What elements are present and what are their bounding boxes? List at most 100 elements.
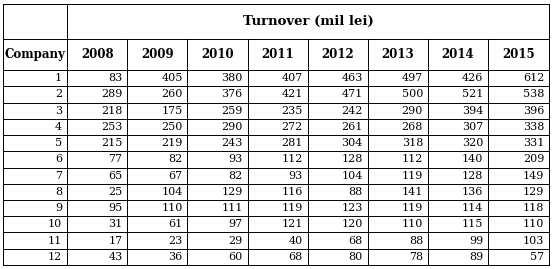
- Text: 304: 304: [342, 138, 363, 148]
- Text: 2015: 2015: [502, 48, 535, 61]
- Text: 17: 17: [108, 236, 123, 246]
- Text: 82: 82: [168, 154, 183, 164]
- Text: 103: 103: [523, 236, 544, 246]
- Text: 29: 29: [229, 236, 243, 246]
- Text: 396: 396: [523, 106, 544, 116]
- Text: 43: 43: [108, 252, 123, 262]
- Text: 65: 65: [108, 171, 123, 180]
- Text: 215: 215: [101, 138, 123, 148]
- Text: 68: 68: [349, 236, 363, 246]
- Text: 60: 60: [229, 252, 243, 262]
- Text: 82: 82: [229, 171, 243, 180]
- Text: 261: 261: [342, 122, 363, 132]
- Text: 104: 104: [161, 187, 183, 197]
- Text: 290: 290: [402, 106, 423, 116]
- Text: 2011: 2011: [261, 48, 294, 61]
- Text: 120: 120: [342, 219, 363, 229]
- Text: 129: 129: [221, 187, 243, 197]
- Text: 281: 281: [282, 138, 303, 148]
- Text: 31: 31: [108, 219, 123, 229]
- Text: 11: 11: [48, 236, 62, 246]
- Text: 272: 272: [282, 122, 303, 132]
- Text: 4: 4: [55, 122, 62, 132]
- Text: 407: 407: [282, 73, 303, 83]
- Text: 110: 110: [402, 219, 423, 229]
- Text: 8: 8: [55, 187, 62, 197]
- Text: 405: 405: [161, 73, 183, 83]
- Text: 93: 93: [289, 171, 303, 180]
- Text: 68: 68: [289, 252, 303, 262]
- Text: 119: 119: [282, 203, 303, 213]
- Text: 2008: 2008: [81, 48, 114, 61]
- Text: 394: 394: [462, 106, 483, 116]
- Text: 25: 25: [108, 187, 123, 197]
- Text: 426: 426: [462, 73, 483, 83]
- Text: 260: 260: [161, 89, 183, 100]
- Text: 331: 331: [523, 138, 544, 148]
- Text: 320: 320: [462, 138, 483, 148]
- Text: 612: 612: [523, 73, 544, 83]
- Text: 2: 2: [55, 89, 62, 100]
- Text: 119: 119: [402, 203, 423, 213]
- Text: 471: 471: [342, 89, 363, 100]
- Text: 307: 307: [462, 122, 483, 132]
- Text: 116: 116: [282, 187, 303, 197]
- Text: 77: 77: [109, 154, 123, 164]
- Text: 89: 89: [469, 252, 483, 262]
- Text: 112: 112: [402, 154, 423, 164]
- Text: 209: 209: [523, 154, 544, 164]
- Text: 99: 99: [469, 236, 483, 246]
- Text: 123: 123: [342, 203, 363, 213]
- Text: 290: 290: [221, 122, 243, 132]
- Text: 10: 10: [48, 219, 62, 229]
- Text: 2010: 2010: [201, 48, 234, 61]
- Text: 253: 253: [101, 122, 123, 132]
- Text: 242: 242: [342, 106, 363, 116]
- Text: 149: 149: [523, 171, 544, 180]
- Text: 57: 57: [530, 252, 544, 262]
- Text: 376: 376: [221, 89, 243, 100]
- Text: 121: 121: [282, 219, 303, 229]
- Text: 235: 235: [282, 106, 303, 116]
- Text: 521: 521: [462, 89, 483, 100]
- Text: 463: 463: [342, 73, 363, 83]
- Text: Company: Company: [4, 48, 66, 61]
- Text: 421: 421: [282, 89, 303, 100]
- Text: 118: 118: [523, 203, 544, 213]
- Text: 36: 36: [168, 252, 183, 262]
- Text: Turnover (mil lei): Turnover (mil lei): [243, 15, 374, 28]
- Text: 80: 80: [349, 252, 363, 262]
- Text: 500: 500: [402, 89, 423, 100]
- Text: 104: 104: [342, 171, 363, 180]
- Text: 93: 93: [229, 154, 243, 164]
- Text: 128: 128: [342, 154, 363, 164]
- Text: 95: 95: [108, 203, 123, 213]
- Text: 97: 97: [229, 219, 243, 229]
- Text: 219: 219: [161, 138, 183, 148]
- Text: 497: 497: [402, 73, 423, 83]
- Text: 2013: 2013: [381, 48, 414, 61]
- Text: 5: 5: [55, 138, 62, 148]
- Text: 9: 9: [55, 203, 62, 213]
- Text: 128: 128: [462, 171, 483, 180]
- Text: 110: 110: [161, 203, 183, 213]
- Text: 141: 141: [402, 187, 423, 197]
- Text: 114: 114: [462, 203, 483, 213]
- Text: 88: 88: [349, 187, 363, 197]
- Text: 338: 338: [523, 122, 544, 132]
- Text: 6: 6: [55, 154, 62, 164]
- Text: 3: 3: [55, 106, 62, 116]
- Text: 23: 23: [168, 236, 183, 246]
- Text: 7: 7: [55, 171, 62, 180]
- Text: 83: 83: [108, 73, 123, 83]
- Text: 289: 289: [101, 89, 123, 100]
- Text: 112: 112: [282, 154, 303, 164]
- Text: 136: 136: [462, 187, 483, 197]
- Text: 40: 40: [289, 236, 303, 246]
- Text: 12: 12: [48, 252, 62, 262]
- Text: 140: 140: [462, 154, 483, 164]
- Text: 2012: 2012: [321, 48, 354, 61]
- Text: 61: 61: [168, 219, 183, 229]
- Text: 110: 110: [523, 219, 544, 229]
- Text: 1: 1: [55, 73, 62, 83]
